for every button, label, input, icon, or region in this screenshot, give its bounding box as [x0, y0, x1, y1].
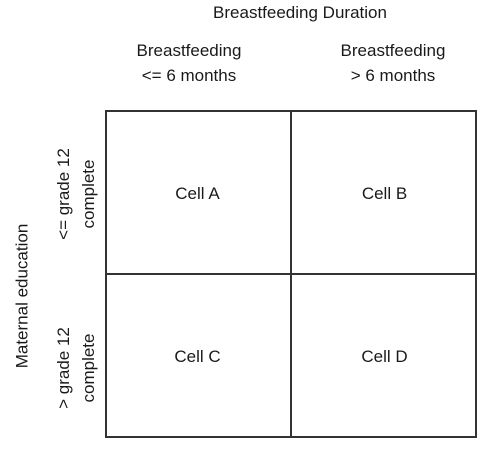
row-header-le-grade-12: <= grade 12 complete — [51, 148, 101, 240]
row-header-line: complete — [79, 333, 98, 403]
cell-a: Cell A — [175, 184, 220, 203]
column-header-le-6-months: Breastfeeding <= 6 months — [104, 38, 274, 88]
row-header-gt-grade-12: > grade 12 complete — [51, 327, 101, 409]
row-header-line: <= grade 12 — [54, 148, 73, 240]
column-header-line: > 6 months — [350, 66, 436, 85]
column-header-line: Breastfeeding — [340, 41, 446, 60]
row-header-line: complete — [79, 159, 98, 229]
column-header-line: <= 6 months — [141, 66, 237, 85]
table-horizontal-divider — [105, 273, 477, 275]
cell-c: Cell C — [174, 347, 221, 366]
cell-d: Cell D — [361, 347, 408, 366]
row-header-line: > grade 12 — [54, 327, 73, 409]
column-axis-title: Breastfeeding Duration — [213, 3, 387, 22]
column-header-gt-6-months: Breastfeeding > 6 months — [308, 38, 478, 88]
column-header-line: Breastfeeding — [136, 41, 242, 60]
row-axis-title: Maternal education — [12, 223, 32, 369]
cell-b: Cell B — [361, 184, 408, 203]
